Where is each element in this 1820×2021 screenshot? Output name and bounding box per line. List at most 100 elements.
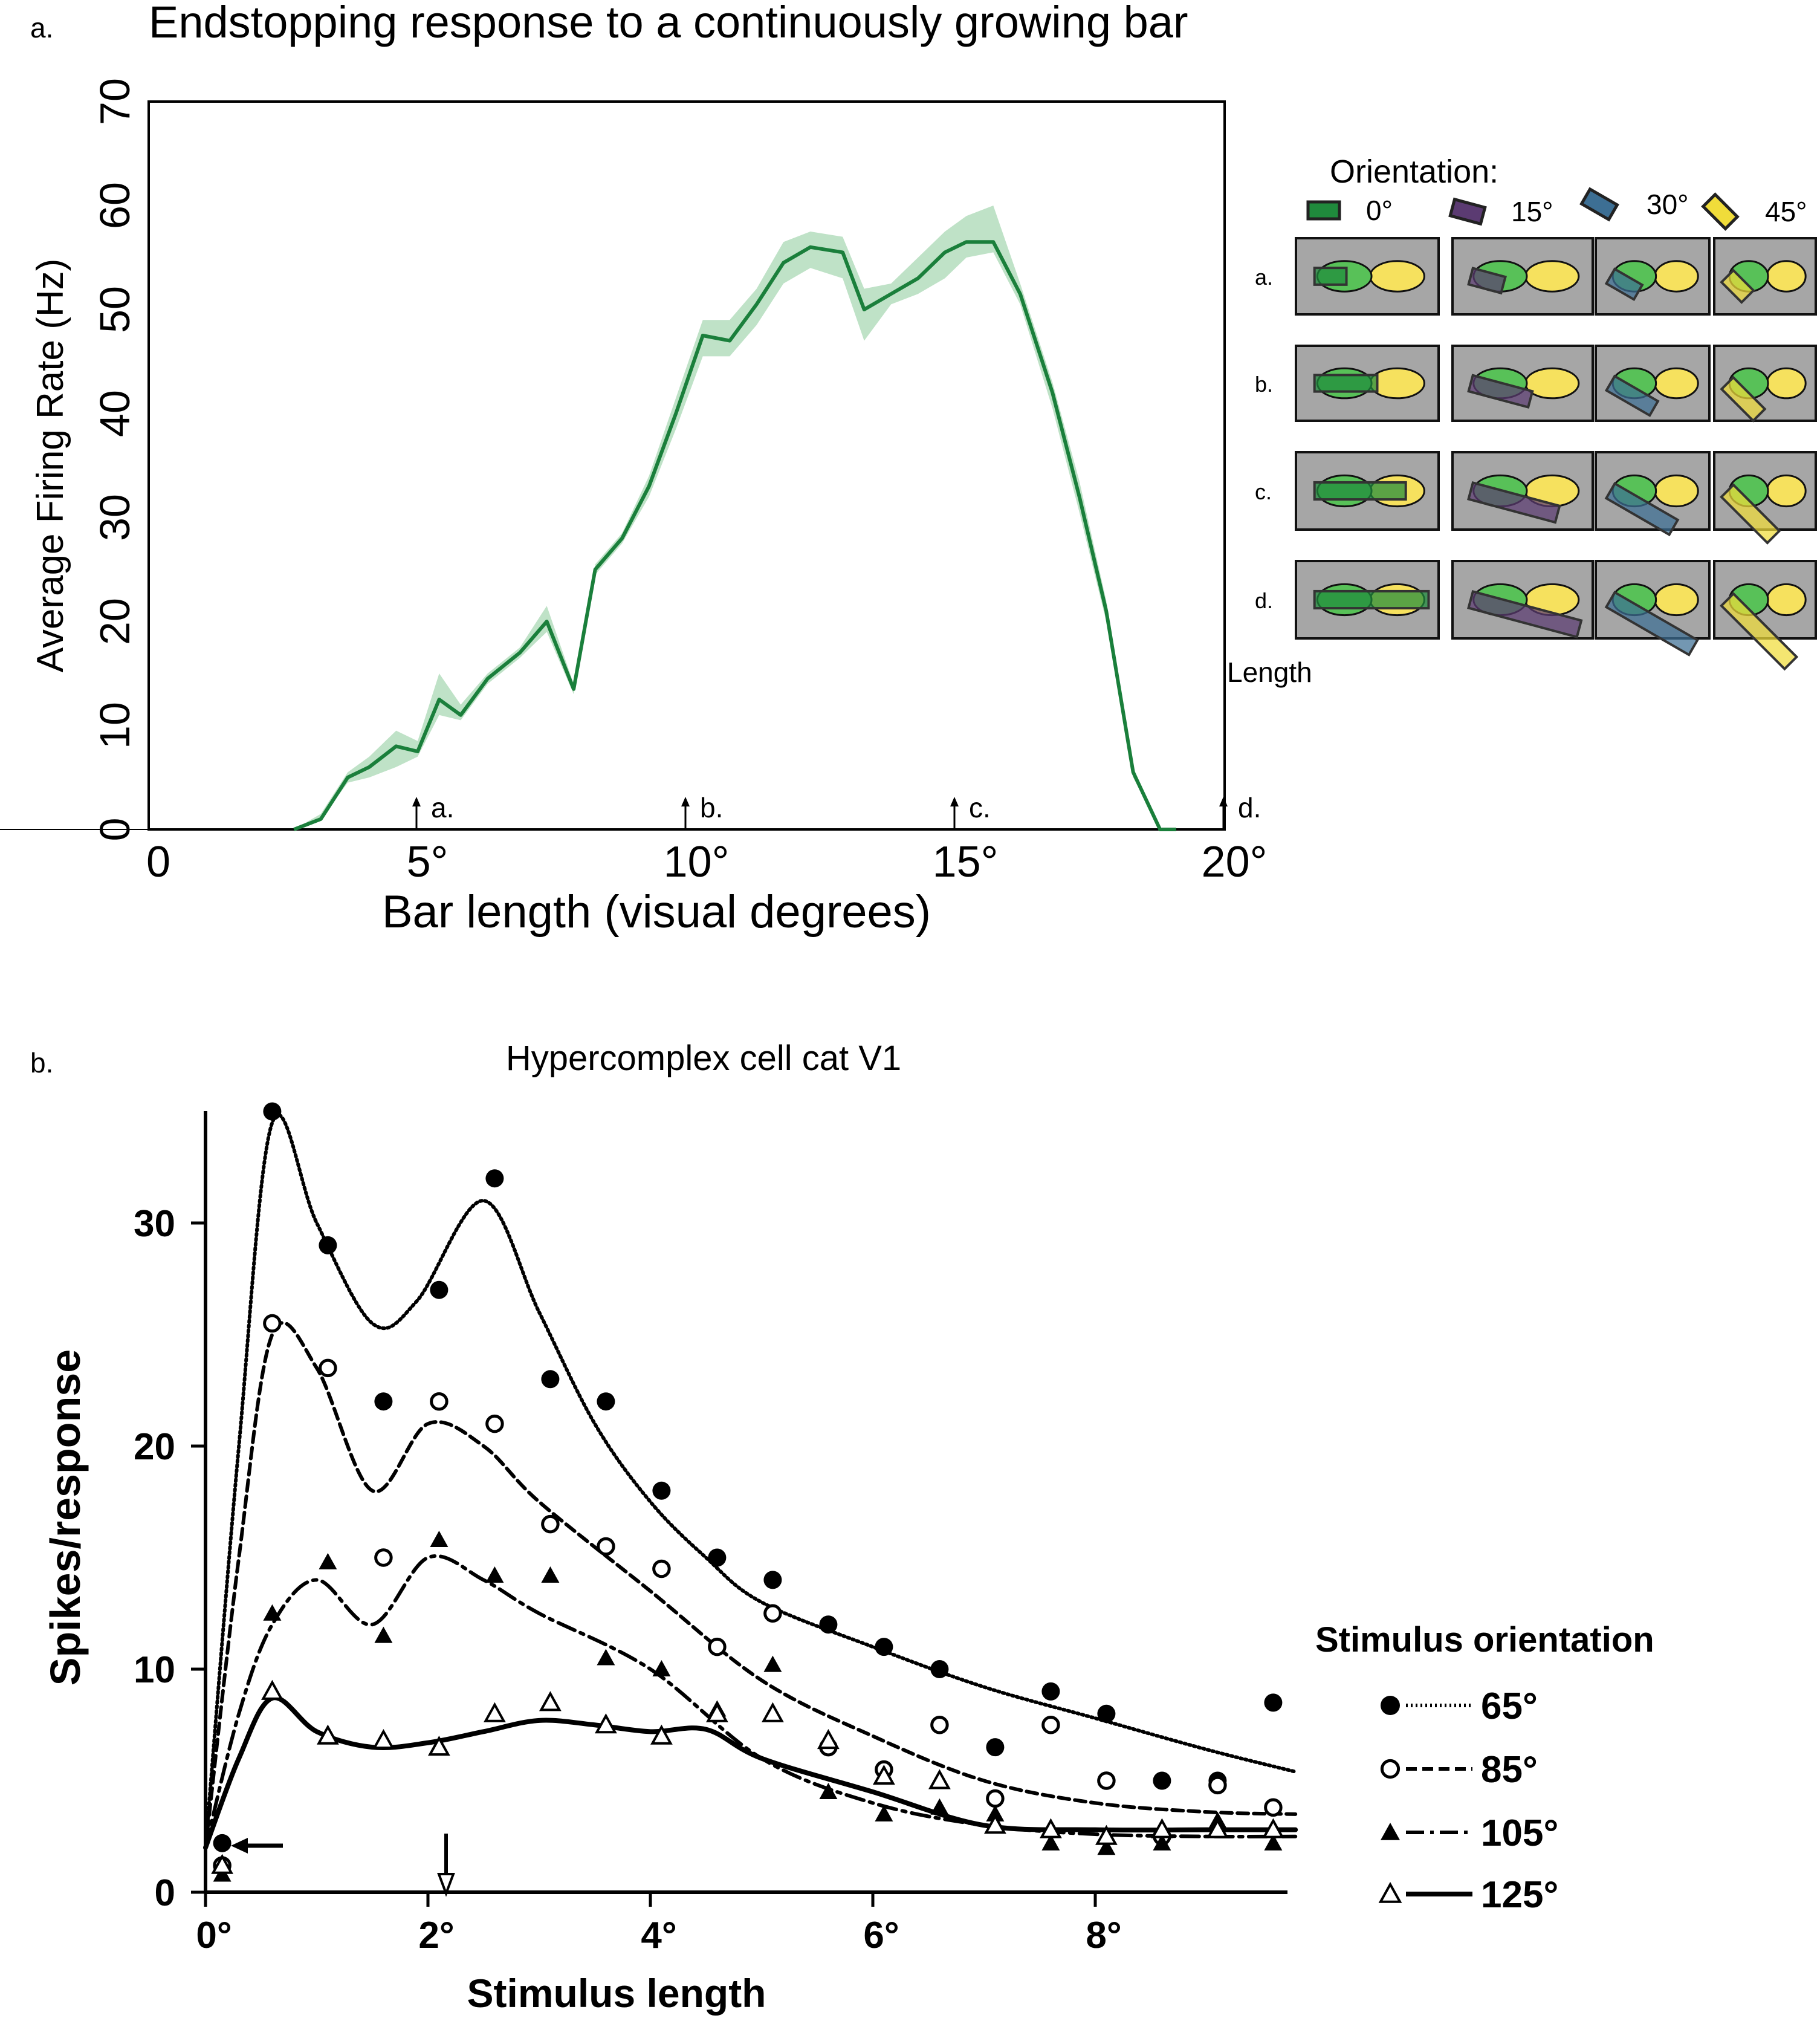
orientation-swatch xyxy=(1701,192,1740,231)
stimulus-bar xyxy=(1720,592,1799,671)
stimulus-bar xyxy=(1313,589,1430,610)
data-point xyxy=(1041,1682,1060,1701)
data-point xyxy=(650,1724,673,1745)
data-point xyxy=(263,1102,282,1121)
stimulus-bar xyxy=(1720,375,1767,423)
stimulus-bar xyxy=(1720,483,1781,545)
data-point xyxy=(541,1370,560,1389)
data-point xyxy=(1264,1834,1283,1851)
data-point xyxy=(1380,1759,1401,1779)
stimulus-bar xyxy=(1313,374,1379,393)
orientation-label: 15° xyxy=(1511,196,1553,227)
inset-tile xyxy=(1295,560,1440,640)
data-point xyxy=(875,1638,893,1656)
panel-a-y-tick-labels: 0 10 20 30 40 50 60 70 xyxy=(91,78,138,841)
inset-legend: 0° 15° 30° 45° xyxy=(1306,187,1807,231)
panel-a-label: a. xyxy=(30,12,53,44)
data-point xyxy=(261,1679,283,1700)
length-marker: c. xyxy=(950,792,991,828)
panel-b-title: Hypercomplex cell cat V1 xyxy=(506,1039,901,1078)
data-point xyxy=(819,1615,838,1634)
y-tick-label: 0 xyxy=(155,1872,175,1914)
x-tick-label: 6° xyxy=(863,1915,899,1956)
x-tick-label: 5° xyxy=(407,838,449,886)
data-point xyxy=(374,1548,393,1567)
orientation-label: 30° xyxy=(1647,189,1689,220)
data-point xyxy=(374,1626,393,1643)
panel-b-legend-title: Stimulus orientation xyxy=(1315,1620,1654,1659)
panel-b-data-points xyxy=(211,1102,1284,1882)
confidence-band xyxy=(294,206,1176,829)
stimulus-bar xyxy=(1467,374,1534,409)
inset-tile xyxy=(1595,560,1711,657)
data-point xyxy=(319,1236,337,1254)
data-point xyxy=(708,1637,727,1656)
inset-row-label: c. xyxy=(1255,479,1272,504)
legend-label: 125° xyxy=(1481,1874,1558,1916)
data-point xyxy=(597,1392,615,1411)
x-tick-label: 4° xyxy=(641,1915,676,1956)
data-point xyxy=(374,1392,393,1411)
data-point xyxy=(930,1660,949,1678)
inset-tile xyxy=(1451,345,1594,422)
data-point xyxy=(263,1604,282,1621)
y-tick-label: 70 xyxy=(91,78,138,125)
panel-a-x-tick-labels: 0 5° 10° 15° 20° xyxy=(146,838,1267,886)
y-tick-label: 10 xyxy=(91,702,138,749)
length-marker-label: d. xyxy=(1238,792,1261,823)
x-tick-label: 2° xyxy=(418,1915,454,1956)
panel-b-label: b. xyxy=(30,1047,53,1079)
stimulus-bar xyxy=(1604,374,1660,417)
data-point xyxy=(1040,1818,1062,1838)
panel-a-band xyxy=(294,206,1176,829)
data-point xyxy=(763,1604,782,1623)
y-tick-label: 50 xyxy=(91,286,138,333)
panel-b-fit-curves xyxy=(203,1113,1298,1851)
data-point xyxy=(762,1702,784,1722)
inset-tile xyxy=(1451,451,1594,531)
data-point xyxy=(1262,1818,1284,1838)
legend-item: 85° xyxy=(1380,1749,1538,1791)
stimulus-bar xyxy=(1720,268,1755,304)
data-point xyxy=(706,1702,728,1722)
y-tick-label: 60 xyxy=(91,182,138,229)
inset-tile xyxy=(1713,451,1817,545)
inset-row-label: b. xyxy=(1255,372,1273,397)
data-point xyxy=(986,1789,1005,1808)
inset-row-label: a. xyxy=(1255,265,1273,290)
data-point xyxy=(430,1530,449,1547)
panel-a-series xyxy=(293,240,1176,831)
stimulus-bar xyxy=(1604,591,1699,657)
x-tick-label: 15° xyxy=(933,838,999,886)
data-point xyxy=(817,1728,840,1750)
stimulus-bar xyxy=(1604,267,1644,302)
inset-legend-item: 0° xyxy=(1306,195,1393,226)
data-point xyxy=(485,1169,504,1188)
length-markers: a. b. c. d. xyxy=(412,792,1261,828)
data-point xyxy=(541,1566,560,1583)
inset-legend-item: 45° xyxy=(1701,192,1807,231)
data-point xyxy=(708,1548,727,1567)
panel-a-plot-frame xyxy=(147,100,1226,831)
stimulus-bar xyxy=(1604,482,1680,537)
data-point xyxy=(930,1798,949,1815)
x-tick-label: 20° xyxy=(1202,838,1268,886)
data-point xyxy=(1264,1693,1283,1712)
data-point xyxy=(1151,1818,1173,1838)
data-point xyxy=(211,1854,233,1874)
data-point xyxy=(1381,1696,1400,1715)
length-marker: a. xyxy=(412,792,454,828)
data-point xyxy=(875,1805,893,1821)
panel-b-ticks: 0 10 20 30 0° 2° 4° 6° 8° xyxy=(134,1203,1122,1956)
data-point xyxy=(430,1392,449,1411)
legend-label: 65° xyxy=(1481,1685,1538,1727)
length-marker-label: c. xyxy=(969,792,991,823)
data-point xyxy=(928,1769,951,1789)
data-point xyxy=(597,1649,615,1666)
length-marker: b. xyxy=(681,792,723,828)
inset-row-label: d. xyxy=(1255,588,1273,613)
data-point xyxy=(1041,1716,1060,1734)
data-point xyxy=(541,1514,560,1534)
inset-tile xyxy=(1713,345,1817,423)
